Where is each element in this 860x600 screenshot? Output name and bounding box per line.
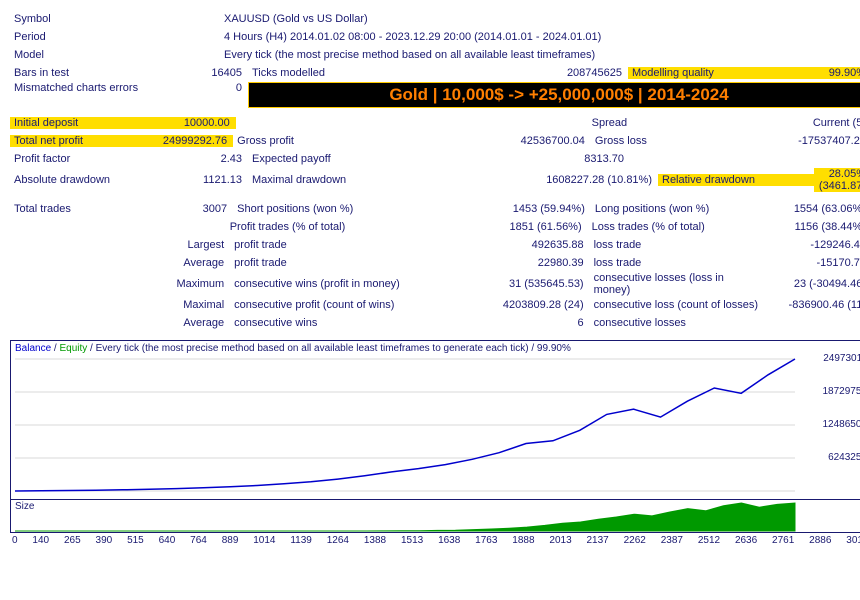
total-trades-label: Total trades: [10, 203, 145, 215]
row-model: Model Every tick (the most precise metho…: [10, 46, 860, 64]
quality-label: Modelling quality: [628, 67, 772, 79]
bars-label: Bars in test: [10, 67, 184, 79]
ptrades-label: Profit trades (% of total): [226, 221, 495, 233]
row-average: Average profit trade 22980.39 loss trade…: [10, 254, 860, 272]
spread-label: Spread: [588, 117, 762, 129]
size-label: Size: [15, 501, 34, 512]
mismatch-value: 0: [184, 82, 248, 94]
maxi-cp-label: consecutive profit (count of wins): [230, 299, 497, 311]
row-average2: Average consecutive wins 6 consecutive l…: [10, 314, 860, 332]
ptrades-value: 1851 (61.56%): [495, 221, 588, 233]
init-dep-value: 10000.00: [146, 117, 235, 129]
legend-balance: Balance: [15, 343, 51, 354]
mismatch-label: Mismatched charts errors: [10, 82, 184, 94]
row-net-profit: Total net profit 24999292.76 Gross profi…: [10, 132, 860, 150]
x-axis-ticks: 0140265390515640764889101411391264138815…: [10, 535, 860, 546]
chart-legend: Balance / Equity / Every tick (the most …: [15, 343, 571, 354]
maxi-cl-value: -836900.46 (11): [763, 299, 860, 311]
avg2-label: Average: [10, 317, 230, 329]
gross-profit-value: 42536700.04: [499, 135, 591, 147]
max-label: Maximum: [10, 278, 230, 290]
avg-cw-value: 6: [497, 317, 589, 329]
row-mismatch: Mismatched charts errors 0 Gold | 10,000…: [10, 82, 860, 108]
init-dep-label: Initial deposit: [10, 117, 146, 129]
long-label: Long positions (won %): [591, 203, 763, 215]
largest-lt-label: loss trade: [590, 239, 763, 251]
row-abs-dd: Absolute drawdown 1121.13 Maximal drawdo…: [10, 168, 860, 192]
ep-label: Expected payoff: [248, 153, 532, 165]
short-label: Short positions (won %): [233, 203, 499, 215]
size-chart: Size: [10, 500, 860, 533]
maxi-cp-value: 4203809.28 (24): [497, 299, 589, 311]
symbol-label: Symbol: [10, 13, 224, 25]
max-cl-label: consecutive losses (loss in money): [590, 272, 763, 296]
avg-label: Average: [10, 257, 230, 269]
max-cw-value: 31 (535645.53): [497, 278, 589, 290]
avg-cl-value: 4: [763, 317, 860, 329]
ltrades-value: 1156 (38.44%): [762, 221, 860, 233]
model-value: Every tick (the most precise method base…: [224, 49, 595, 61]
max-cl-value: 23 (-30494.46): [763, 278, 860, 290]
max-dd-label: Maximal drawdown: [248, 174, 532, 186]
abs-dd-label: Absolute drawdown: [10, 174, 154, 186]
row-total-trades: Total trades 3007 Short positions (won %…: [10, 200, 860, 218]
spread-value: Current (5): [762, 117, 860, 129]
row-largest: Largest profit trade 492635.88 loss trad…: [10, 236, 860, 254]
max-dd-value: 1608227.28 (10.81%): [532, 174, 658, 186]
max-cw-label: consecutive wins (profit in money): [230, 278, 497, 290]
largest-label: Largest: [10, 239, 230, 251]
quality-value: 99.90%: [772, 67, 860, 79]
ltrades-label: Loss trades (% of total): [588, 221, 762, 233]
row-maximal: Maximal consecutive profit (count of win…: [10, 296, 860, 314]
row-maximum: Maximum consecutive wins (profit in mone…: [10, 272, 860, 296]
bars-value: 16405: [184, 67, 248, 79]
ticks-value: 208745625: [452, 67, 628, 79]
pf-label: Profit factor: [10, 153, 154, 165]
legend-tail: / Every tick (the most precise method ba…: [87, 343, 571, 354]
net-profit-label: Total net profit: [10, 135, 145, 147]
largest-pt-label: profit trade: [230, 239, 497, 251]
size-svg: [11, 500, 849, 532]
ep-value: 8313.70: [532, 153, 630, 165]
row-ptrades: Profit trades (% of total) 1851 (61.56%)…: [10, 218, 860, 236]
maxi-label: Maximal: [10, 299, 230, 311]
short-value: 1453 (59.94%): [499, 203, 591, 215]
avg-lt-label: loss trade: [590, 257, 763, 269]
rel-dd-label: Relative drawdown: [658, 174, 814, 186]
legend-equity: Equity: [59, 343, 87, 354]
period-label: Period: [10, 31, 224, 43]
total-trades-value: 3007: [145, 203, 233, 215]
gross-loss-label: Gross loss: [591, 135, 763, 147]
row-bars: Bars in test 16405 Ticks modelled 208745…: [10, 64, 860, 82]
long-value: 1554 (63.06%): [763, 203, 860, 215]
largest-pt-value: 492635.88: [497, 239, 589, 251]
rel-dd-value: 28.05% (3461.87): [814, 168, 860, 192]
ticks-label: Ticks modelled: [248, 67, 452, 79]
avg-lt-value: -15170.77: [763, 257, 860, 269]
row-symbol: Symbol XAUUSD (Gold vs US Dollar): [10, 10, 860, 28]
model-label: Model: [10, 49, 224, 61]
gross-profit-label: Gross profit: [233, 135, 499, 147]
balance-chart: Balance / Equity / Every tick (the most …: [10, 340, 860, 500]
avg-cw-label: consecutive wins: [230, 317, 497, 329]
row-profit-factor: Profit factor 2.43 Expected payoff 8313.…: [10, 150, 860, 168]
period-value: 4 Hours (H4) 2014.01.02 08:00 - 2023.12.…: [224, 31, 601, 43]
abs-dd-value: 1121.13: [154, 174, 248, 186]
net-profit-value: 24999292.76: [145, 135, 233, 147]
pf-value: 2.43: [154, 153, 248, 165]
avg-pt-label: profit trade: [230, 257, 497, 269]
largest-lt-value: -129246.48: [763, 239, 860, 251]
avg-pt-value: 22980.39: [497, 257, 589, 269]
maxi-cl-label: consecutive loss (count of losses): [590, 299, 763, 311]
balance-svg: [11, 341, 849, 499]
gross-loss-value: -17537407.29: [763, 135, 860, 147]
row-init-deposit: Initial deposit 10000.00 Spread Current …: [10, 114, 860, 132]
symbol-value: XAUUSD (Gold vs US Dollar): [224, 13, 368, 25]
row-period: Period 4 Hours (H4) 2014.01.02 08:00 - 2…: [10, 28, 860, 46]
avg-cl-label: consecutive losses: [590, 317, 763, 329]
promo-banner: Gold | 10,000$ -> +25,000,000$ | 2014-20…: [248, 82, 860, 108]
